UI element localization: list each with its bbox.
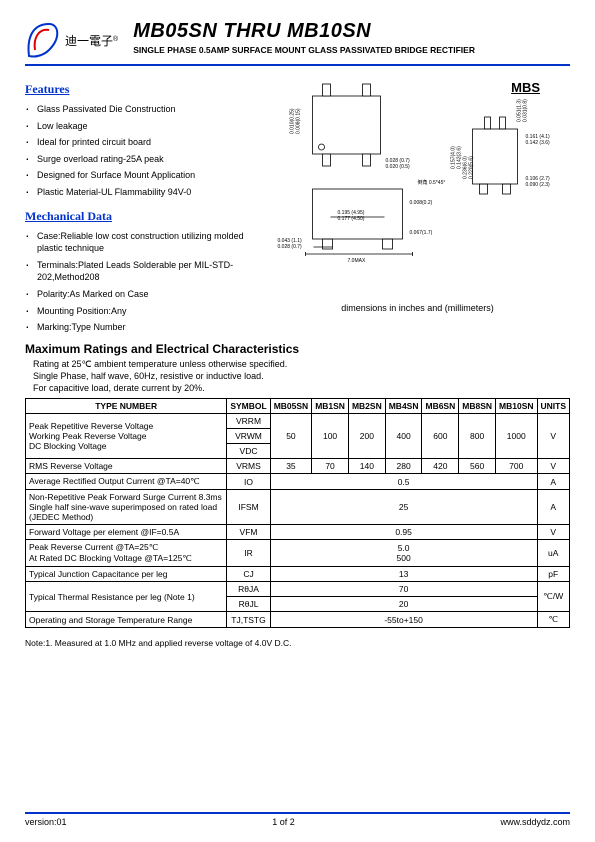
mech-item: Terminals:Plated Leads Solderable per MI… <box>25 257 255 286</box>
mechanical-heading: Mechanical Data <box>25 209 255 224</box>
features-list: Glass Passivated Die Construction Low le… <box>25 101 255 201</box>
package-label: MBS <box>511 80 540 95</box>
svg-text:0.008(0.15): 0.008(0.15) <box>296 108 302 134</box>
package-drawing: 0.028 (0.7) 0.020 (0.5) 0.010(0.25) 0.00… <box>265 74 570 299</box>
logo: 迪一電子® <box>25 20 118 60</box>
table-row: Non-Repetitive Peak Forward Surge Curren… <box>26 490 570 525</box>
ratings-heading: Maximum Ratings and Electrical Character… <box>25 342 570 356</box>
svg-text:0.142 (3.6): 0.142 (3.6) <box>526 140 551 146</box>
features-heading: Features <box>25 82 255 97</box>
table-row: Typical Junction Capacitance per leg CJ … <box>26 567 570 582</box>
ratings-notes: Rating at 25℃ ambient temperature unless… <box>33 358 570 394</box>
feature-item: Low leakage <box>25 118 255 135</box>
svg-text:0.220(5.6): 0.220(5.6) <box>469 156 475 179</box>
footer-url: www.sddydz.com <box>500 817 570 827</box>
package-drawing-area: MBS 0.028 (0.7) 0.020 (0.5) 0.010(0.25) … <box>265 74 570 336</box>
page-footer: version:01 1 of 2 www.sddydz.com <box>25 812 570 827</box>
footnote: Note:1. Measured at 1.0 MHz and applied … <box>25 638 570 648</box>
feature-item: Surge overload rating-25A peak <box>25 151 255 168</box>
mech-item: Mounting Position:Any <box>25 303 255 320</box>
page-header: 迪一電子® MB05SN THRU MB10SN SINGLE PHASE 0.… <box>25 20 570 66</box>
mech-item: Marking:Type Number <box>25 319 255 336</box>
table-row: Typical Thermal Resistance per leg (Note… <box>26 582 570 597</box>
feature-item: Plastic Material-UL Flammability 94V-0 <box>25 184 255 201</box>
svg-text:7.0MAX: 7.0MAX <box>348 258 366 264</box>
mechanical-list: Case:Reliable low cost construction util… <box>25 228 255 336</box>
main-title: MB05SN THRU MB10SN <box>133 20 570 43</box>
svg-text:0.031(0.8): 0.031(0.8) <box>523 99 529 122</box>
logo-icon <box>25 20 61 60</box>
footer-version: version:01 <box>25 817 67 827</box>
table-row: Peak Reverse Current @TA=25℃ At Rated DC… <box>26 540 570 567</box>
svg-text:0.067(1.7): 0.067(1.7) <box>410 230 433 236</box>
svg-text:0.008(0.2): 0.008(0.2) <box>410 200 433 206</box>
svg-text:0.020 (0.5): 0.020 (0.5) <box>386 164 411 170</box>
spec-table: TYPE NUMBER SYMBOL MB05SN MB1SN MB2SN MB… <box>25 398 570 628</box>
table-header-row: TYPE NUMBER SYMBOL MB05SN MB1SN MB2SN MB… <box>26 399 570 414</box>
feature-item: Glass Passivated Die Construction <box>25 101 255 118</box>
table-row: Operating and Storage Temperature Range … <box>26 612 570 628</box>
svg-text:0.028 (0.7): 0.028 (0.7) <box>278 244 303 250</box>
table-row: Forward Voltage per element @IF=0.5A VFM… <box>26 525 570 540</box>
table-row: RMS Reverse Voltage VRMS 35 70 140 280 4… <box>26 459 570 474</box>
dimension-caption: dimensions in inches and (millimeters) <box>265 303 570 313</box>
logo-text: 迪一電子® <box>65 32 118 49</box>
table-row: Peak Repetitive Reverse Voltage Working … <box>26 414 570 429</box>
footer-page: 1 of 2 <box>272 817 295 827</box>
svg-text:0.177 (4.50): 0.177 (4.50) <box>338 216 365 222</box>
feature-item: Designed for Surface Mount Application <box>25 167 255 184</box>
feature-item: Ideal for printed circuit board <box>25 134 255 151</box>
sub-title: SINGLE PHASE 0.5AMP SURFACE MOUNT GLASS … <box>133 45 570 55</box>
svg-text:0.090 (2.3): 0.090 (2.3) <box>526 182 551 188</box>
title-block: MB05SN THRU MB10SN SINGLE PHASE 0.5AMP S… <box>133 20 570 55</box>
mech-item: Polarity:As Marked on Case <box>25 286 255 303</box>
mech-item: Case:Reliable low cost construction util… <box>25 228 255 257</box>
table-row: Average Rectified Output Current @TA=40℃… <box>26 474 570 490</box>
svg-text:倒角 0.5*45°: 倒角 0.5*45° <box>418 179 446 186</box>
